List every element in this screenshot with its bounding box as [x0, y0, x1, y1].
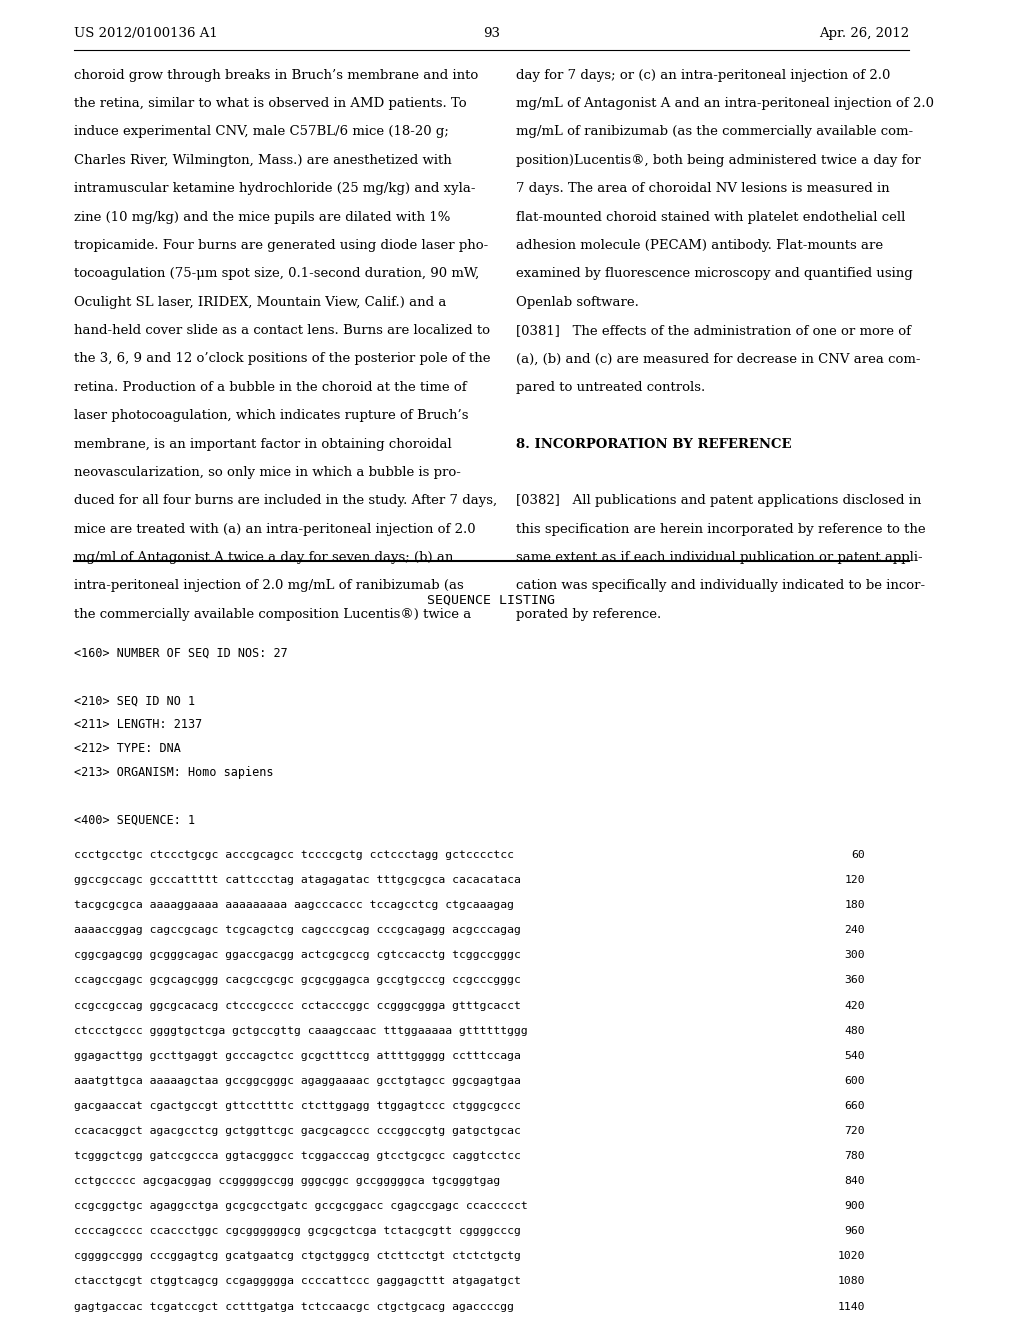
Text: position)Lucentis®, both being administered twice a day for: position)Lucentis®, both being administe… — [516, 153, 921, 166]
Text: tacgcgcgca aaaaggaaaa aaaaaaaaa aagcccaccc tccagcctcg ctgcaaagag: tacgcgcgca aaaaggaaaa aaaaaaaaa aagcccac… — [74, 900, 514, 911]
Text: aaaaccggag cagccgcagc tcgcagctcg cagcccgcag cccgcagagg acgcccagag: aaaaccggag cagccgcagc tcgcagctcg cagcccg… — [74, 925, 520, 936]
Text: intra-peritoneal injection of 2.0 mg/mL of ranibizumab (as: intra-peritoneal injection of 2.0 mg/mL … — [74, 579, 464, 593]
Text: 780: 780 — [845, 1151, 865, 1162]
Text: ggagacttgg gccttgaggt gcccagctcc gcgctttccg attttggggg cctttccaga: ggagacttgg gccttgaggt gcccagctcc gcgcttt… — [74, 1051, 520, 1061]
Text: 180: 180 — [845, 900, 865, 911]
Text: the retina, similar to what is observed in AMD patients. To: the retina, similar to what is observed … — [74, 98, 466, 110]
Text: adhesion molecule (PECAM) antibody. Flat-mounts are: adhesion molecule (PECAM) antibody. Flat… — [516, 239, 883, 252]
Text: aaatgttgca aaaaagctaa gccggcgggc agaggaaaac gcctgtagcc ggcgagtgaa: aaatgttgca aaaaagctaa gccggcgggc agaggaa… — [74, 1076, 520, 1086]
Text: this specification are herein incorporated by reference to the: this specification are herein incorporat… — [516, 523, 926, 536]
Text: [0382]   All publications and patent applications disclosed in: [0382] All publications and patent appli… — [516, 495, 922, 507]
Text: (a), (b) and (c) are measured for decrease in CNV area com-: (a), (b) and (c) are measured for decrea… — [516, 352, 921, 366]
Text: 900: 900 — [845, 1201, 865, 1212]
Text: 1020: 1020 — [838, 1251, 865, 1262]
Text: ccagccgagc gcgcagcggg cacgccgcgc gcgcggagca gccgtgcccg ccgcccgggc: ccagccgagc gcgcagcggg cacgccgcgc gcgcgga… — [74, 975, 520, 986]
Text: neovascularization, so only mice in which a bubble is pro-: neovascularization, so only mice in whic… — [74, 466, 461, 479]
Text: US 2012/0100136 A1: US 2012/0100136 A1 — [74, 26, 217, 40]
Text: 93: 93 — [483, 26, 500, 40]
Text: choroid grow through breaks in Bruch’s membrane and into: choroid grow through breaks in Bruch’s m… — [74, 69, 478, 82]
Text: retina. Production of a bubble in the choroid at the time of: retina. Production of a bubble in the ch… — [74, 380, 466, 393]
Text: 540: 540 — [845, 1051, 865, 1061]
Text: 240: 240 — [845, 925, 865, 936]
Text: ccacacggct agacgcctcg gctggttcgc gacgcagccc cccggccgtg gatgctgcac: ccacacggct agacgcctcg gctggttcgc gacgcag… — [74, 1126, 520, 1137]
Text: 840: 840 — [845, 1176, 865, 1187]
Text: ctccctgccc ggggtgctcga gctgccgttg caaagccaac tttggaaaaa gttttttggg: ctccctgccc ggggtgctcga gctgccgttg caaagc… — [74, 1026, 527, 1036]
Text: mice are treated with (a) an intra-peritoneal injection of 2.0: mice are treated with (a) an intra-perit… — [74, 523, 475, 536]
Text: ccgcggctgc agaggcctga gcgcgcctgatc gccgcggacc cgagccgagc ccaccccct: ccgcggctgc agaggcctga gcgcgcctgatc gccgc… — [74, 1201, 527, 1212]
Text: <210> SEQ ID NO 1: <210> SEQ ID NO 1 — [74, 694, 195, 708]
Text: pared to untreated controls.: pared to untreated controls. — [516, 380, 706, 393]
Text: examined by fluorescence microscopy and quantified using: examined by fluorescence microscopy and … — [516, 267, 912, 280]
Text: Oculight SL laser, IRIDEX, Mountain View, Calif.) and a: Oculight SL laser, IRIDEX, Mountain View… — [74, 296, 446, 309]
Text: ggccgccagc gcccattttt cattccctag atagagatac tttgcgcgca cacacataca: ggccgccagc gcccattttt cattccctag atagaga… — [74, 875, 520, 886]
Text: <212> TYPE: DNA: <212> TYPE: DNA — [74, 742, 180, 755]
Text: the 3, 6, 9 and 12 o’clock positions of the posterior pole of the: the 3, 6, 9 and 12 o’clock positions of … — [74, 352, 490, 366]
Text: mg/mL of ranibizumab (as the commercially available com-: mg/mL of ranibizumab (as the commerciall… — [516, 125, 913, 139]
Text: tocoagulation (75-μm spot size, 0.1-second duration, 90 mW,: tocoagulation (75-μm spot size, 0.1-seco… — [74, 267, 479, 280]
Text: day for 7 days; or (c) an intra-peritoneal injection of 2.0: day for 7 days; or (c) an intra-peritone… — [516, 69, 891, 82]
Text: mg/ml of Antagonist A twice a day for seven days; (b) an: mg/ml of Antagonist A twice a day for se… — [74, 552, 453, 564]
Text: SEQUENCE LISTING: SEQUENCE LISTING — [427, 594, 555, 607]
Text: Charles River, Wilmington, Mass.) are anesthetized with: Charles River, Wilmington, Mass.) are an… — [74, 153, 452, 166]
Text: cation was specifically and individually indicated to be incor-: cation was specifically and individually… — [516, 579, 925, 593]
Text: ctacctgcgt ctggtcagcg ccgaggggga ccccattccc gaggagcttt atgagatgct: ctacctgcgt ctggtcagcg ccgaggggga ccccatt… — [74, 1276, 520, 1287]
Text: tropicamide. Four burns are generated using diode laser pho-: tropicamide. Four burns are generated us… — [74, 239, 488, 252]
Text: 60: 60 — [851, 850, 865, 861]
Text: gacgaaccat cgactgccgt gttccttttc ctcttggagg ttggagtccc ctgggcgccc: gacgaaccat cgactgccgt gttccttttc ctcttgg… — [74, 1101, 520, 1111]
Text: <400> SEQUENCE: 1: <400> SEQUENCE: 1 — [74, 813, 195, 826]
Text: cggcgagcgg gcgggcagac ggaccgacgg actcgcgccg cgtccacctg tcggccgggc: cggcgagcgg gcgggcagac ggaccgacgg actcgcg… — [74, 950, 520, 961]
Text: 120: 120 — [845, 875, 865, 886]
Text: laser photocoagulation, which indicates rupture of Bruch’s: laser photocoagulation, which indicates … — [74, 409, 468, 422]
Text: mg/mL of Antagonist A and an intra-peritoneal injection of 2.0: mg/mL of Antagonist A and an intra-perit… — [516, 98, 934, 110]
Text: hand-held cover slide as a contact lens. Burns are localized to: hand-held cover slide as a contact lens.… — [74, 325, 489, 337]
Text: 600: 600 — [845, 1076, 865, 1086]
Text: 480: 480 — [845, 1026, 865, 1036]
Text: [0381]   The effects of the administration of one or more of: [0381] The effects of the administration… — [516, 325, 911, 337]
Text: 8. INCORPORATION BY REFERENCE: 8. INCORPORATION BY REFERENCE — [516, 438, 792, 450]
Text: cctgccccc agcgacggag ccgggggccgg gggcggc gccgggggca tgcgggtgag: cctgccccc agcgacggag ccgggggccgg gggcggc… — [74, 1176, 500, 1187]
Text: 7 days. The area of choroidal NV lesions is measured in: 7 days. The area of choroidal NV lesions… — [516, 182, 890, 195]
Text: <211> LENGTH: 2137: <211> LENGTH: 2137 — [74, 718, 202, 731]
Text: duced for all four burns are included in the study. After 7 days,: duced for all four burns are included in… — [74, 495, 497, 507]
Text: 720: 720 — [845, 1126, 865, 1137]
Text: 300: 300 — [845, 950, 865, 961]
Text: flat-mounted choroid stained with platelet endothelial cell: flat-mounted choroid stained with platel… — [516, 210, 905, 223]
Text: 1140: 1140 — [838, 1302, 865, 1312]
Text: <213> ORGANISM: Homo sapiens: <213> ORGANISM: Homo sapiens — [74, 766, 273, 779]
Text: Openlab software.: Openlab software. — [516, 296, 639, 309]
Text: gagtgaccac tcgatccgct cctttgatga tctccaacgc ctgctgcacg agaccccgg: gagtgaccac tcgatccgct cctttgatga tctccaa… — [74, 1302, 514, 1312]
Text: <160> NUMBER OF SEQ ID NOS: 27: <160> NUMBER OF SEQ ID NOS: 27 — [74, 647, 288, 660]
Text: 960: 960 — [845, 1226, 865, 1237]
Text: same extent as if each individual publication or patent appli-: same extent as if each individual public… — [516, 552, 923, 564]
Text: the commercially available composition Lucentis®) twice a: the commercially available composition L… — [74, 607, 471, 620]
Text: induce experimental CNV, male C57BL/6 mice (18-20 g;: induce experimental CNV, male C57BL/6 mi… — [74, 125, 449, 139]
Text: tcgggctcgg gatccgccca ggtacgggcc tcggacccag gtcctgcgcc caggtcctcc: tcgggctcgg gatccgccca ggtacgggcc tcggacc… — [74, 1151, 520, 1162]
Text: ccctgcctgc ctccctgcgc acccgcagcc tccccgctg cctccctagg gctcccctcc: ccctgcctgc ctccctgcgc acccgcagcc tccccgc… — [74, 850, 514, 861]
Text: 360: 360 — [845, 975, 865, 986]
Text: intramuscular ketamine hydrochloride (25 mg/kg) and xyla-: intramuscular ketamine hydrochloride (25… — [74, 182, 475, 195]
Text: 1080: 1080 — [838, 1276, 865, 1287]
Text: Apr. 26, 2012: Apr. 26, 2012 — [819, 26, 909, 40]
Text: ccccagcccc ccaccctggc cgcggggggcg gcgcgctcga tctacgcgtt cggggcccg: ccccagcccc ccaccctggc cgcggggggcg gcgcgc… — [74, 1226, 520, 1237]
Text: zine (10 mg/kg) and the mice pupils are dilated with 1%: zine (10 mg/kg) and the mice pupils are … — [74, 210, 451, 223]
Text: 420: 420 — [845, 1001, 865, 1011]
Text: membrane, is an important factor in obtaining choroidal: membrane, is an important factor in obta… — [74, 438, 452, 450]
Text: 660: 660 — [845, 1101, 865, 1111]
Text: ccgccgccag ggcgcacacg ctcccgcccc cctacccggc ccgggcggga gtttgcacct: ccgccgccag ggcgcacacg ctcccgcccc cctaccc… — [74, 1001, 520, 1011]
Text: porated by reference.: porated by reference. — [516, 607, 662, 620]
Text: cggggccggg cccggagtcg gcatgaatcg ctgctgggcg ctcttcctgt ctctctgctg: cggggccggg cccggagtcg gcatgaatcg ctgctgg… — [74, 1251, 520, 1262]
